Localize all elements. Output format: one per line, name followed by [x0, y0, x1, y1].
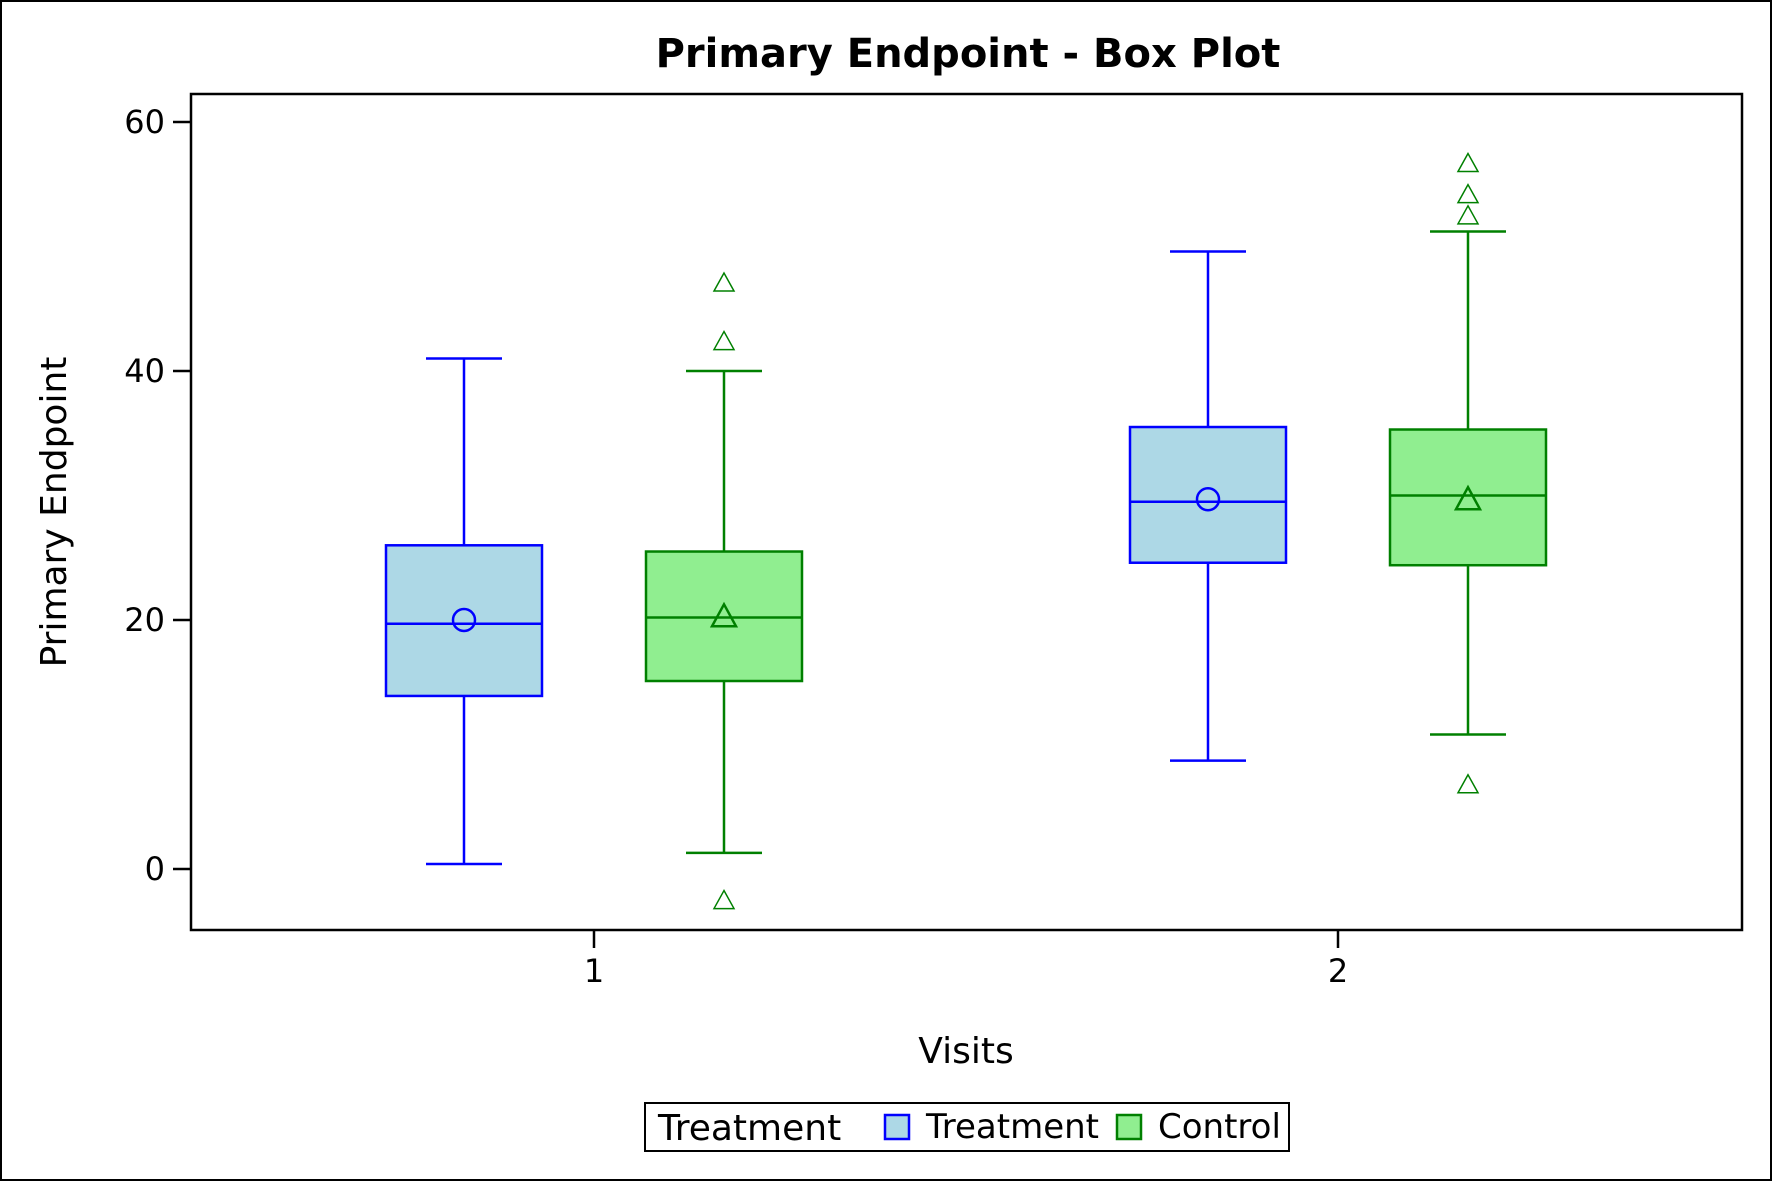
outlier-point — [1456, 773, 1480, 794]
legend-label-treatment: Treatment — [925, 1107, 1099, 1147]
outlier-point — [1456, 151, 1480, 173]
box-iqr — [1388, 428, 1548, 567]
box-iqr — [384, 544, 544, 698]
legend-frame — [644, 1102, 1290, 1152]
outlier-point — [1456, 204, 1480, 225]
chart-title: Primary Endpoint - Box Plot — [656, 31, 1281, 77]
legend-swatch-control — [1115, 1113, 1143, 1141]
mean-marker — [709, 601, 739, 628]
legend: Treatment Treatment Control — [644, 1102, 1290, 1152]
box-series — [384, 151, 1548, 910]
mean-marker — [1195, 486, 1221, 512]
series-control — [644, 151, 1548, 910]
y-tick-label: 40 — [124, 352, 165, 390]
box-iqr — [1128, 425, 1288, 564]
outlier-point — [1456, 183, 1480, 204]
x-tick-label: 1 — [584, 952, 604, 990]
outlier-point — [712, 330, 736, 351]
y-axis-label: Primary Endpoint — [34, 357, 75, 668]
legend-label-control: Control — [1158, 1107, 1281, 1147]
plot-area — [189, 92, 1744, 932]
y-tick-label: 20 — [124, 601, 165, 639]
y-tick-label: 60 — [124, 103, 165, 141]
mean-marker — [1453, 484, 1483, 511]
y-axis-ticks: 0 20 40 60 — [124, 103, 191, 888]
legend-swatch-treatment — [883, 1113, 911, 1141]
x-tick-label: 2 — [1328, 952, 1348, 990]
legend-title: Treatment — [657, 1108, 841, 1149]
series-treatment — [384, 250, 1288, 866]
mean-marker — [451, 607, 477, 633]
x-axis-label: Visits — [918, 1031, 1013, 1072]
y-tick-label: 0 — [145, 850, 165, 888]
outlier-point — [712, 889, 736, 910]
outlier-point — [712, 271, 736, 292]
